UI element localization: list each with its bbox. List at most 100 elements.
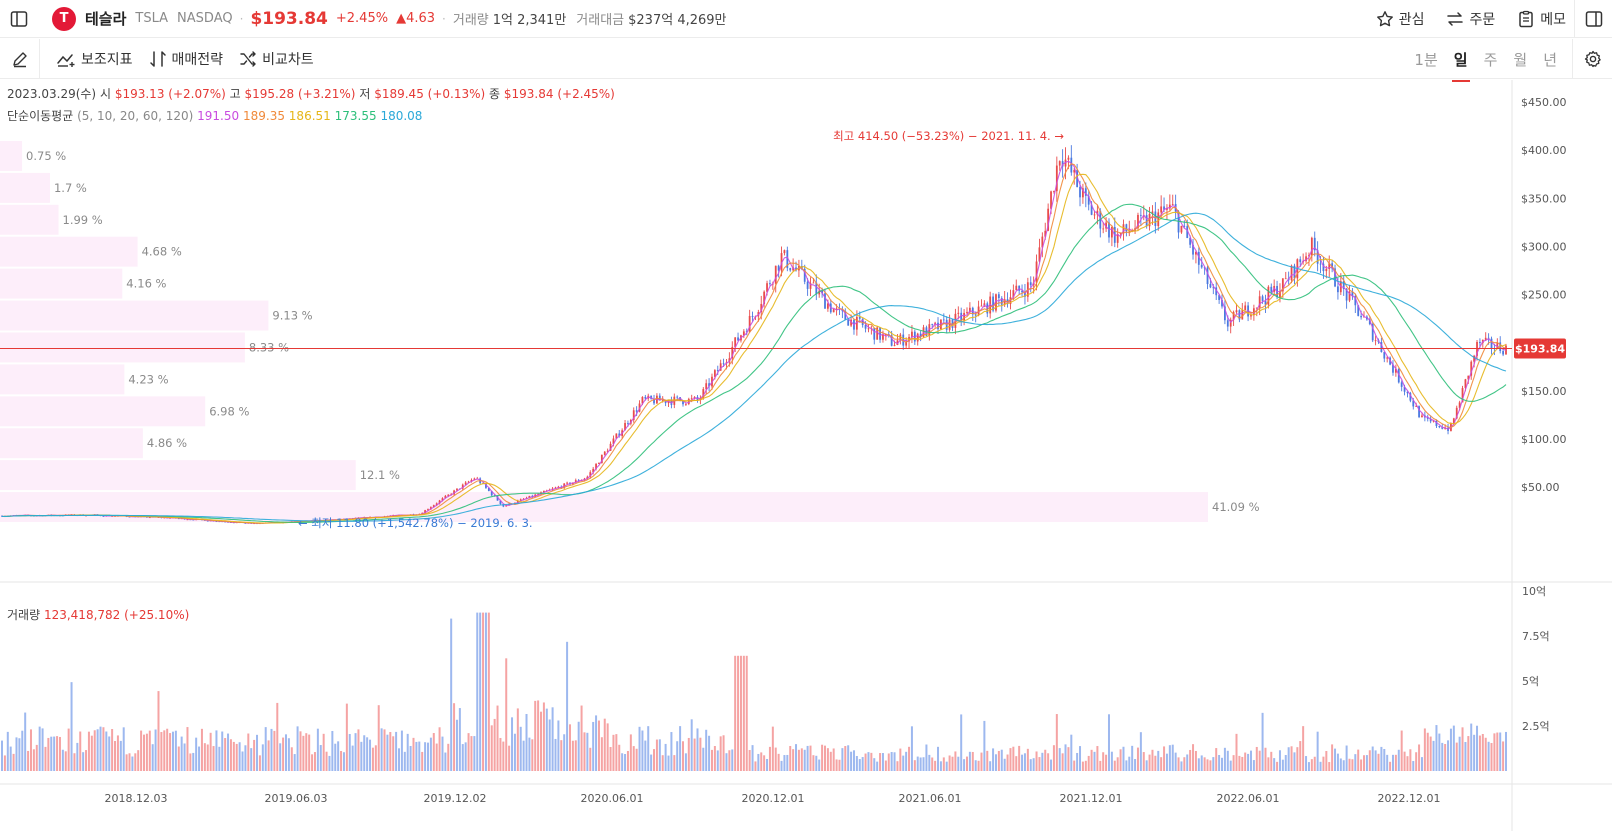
- candle-body: [867, 328, 870, 330]
- sidebar-toggle-icon[interactable]: [0, 0, 38, 38]
- y-axis-tick-label: $250.00: [1521, 289, 1567, 302]
- period-week[interactable]: 주: [1483, 50, 1498, 69]
- volume-bar: [1136, 747, 1139, 771]
- candle-body: [456, 488, 458, 491]
- volume-bar: [1189, 749, 1192, 771]
- candle-body: [1383, 352, 1386, 359]
- candle-body: [1371, 324, 1374, 341]
- candle-body: [528, 495, 531, 499]
- candle-body: [1137, 214, 1139, 229]
- settings-gear-icon[interactable]: [1572, 39, 1612, 79]
- candle-body: [1197, 251, 1200, 265]
- candle-body: [992, 296, 994, 311]
- volume-bar: [1035, 751, 1038, 771]
- volume-bar: [1490, 742, 1493, 771]
- volume-bar: [1505, 731, 1507, 771]
- volume-bar: [35, 744, 38, 771]
- volume-bar: [1119, 749, 1122, 771]
- order-button[interactable]: 주문: [1446, 9, 1495, 29]
- volume-bar: [151, 744, 154, 771]
- volume-bar: [615, 734, 618, 771]
- volume-bar: [224, 738, 227, 771]
- stock-name: 테슬라: [85, 10, 127, 28]
- strategy-button[interactable]: 매매전략: [149, 49, 223, 69]
- x-axis-tick-label: 2020.06.01: [581, 792, 644, 805]
- candle-body: [598, 463, 600, 464]
- volume-bar: [1218, 754, 1221, 771]
- volume-bar: [1113, 760, 1116, 771]
- drawing-pen-icon[interactable]: [0, 38, 40, 79]
- volume-bar: [1018, 745, 1021, 771]
- volume-bar: [1302, 726, 1305, 771]
- indicators-button[interactable]: 보조지표: [56, 49, 133, 69]
- candle-body: [447, 494, 450, 496]
- period-month[interactable]: 월: [1513, 50, 1528, 69]
- volume-bar: [948, 755, 951, 771]
- candle-body: [818, 290, 821, 295]
- volume-bar: [1163, 746, 1166, 771]
- max-price-annotation: 최고 414.50 (−53.23%) − 2021. 11. 4. →: [833, 129, 1064, 143]
- candle-body: [1418, 406, 1420, 418]
- volume-bar: [1276, 761, 1279, 771]
- volume-bar: [163, 730, 166, 771]
- volume-bar: [302, 735, 305, 771]
- volume-bar: [1415, 752, 1418, 771]
- profile-bar: [0, 268, 123, 299]
- volume-bar: [395, 731, 398, 771]
- volume-bar: [1099, 760, 1102, 771]
- volume-bar: [3, 755, 6, 771]
- candle-body: [855, 316, 858, 330]
- volume-bar: [1102, 752, 1105, 771]
- volume-bar: [1493, 733, 1496, 771]
- shuffle-icon: [240, 50, 256, 67]
- volume-bar: [641, 730, 644, 771]
- volume-bar: [73, 753, 76, 771]
- volume-bar: [786, 754, 789, 771]
- compare-button[interactable]: 비교차트: [239, 49, 314, 69]
- volume-bar: [345, 703, 348, 771]
- volume-bar: [1426, 732, 1429, 771]
- candle-body: [1467, 375, 1470, 380]
- volume-bar: [424, 742, 427, 771]
- candle-body: [957, 312, 960, 314]
- candle-body: [1250, 315, 1252, 317]
- volume-bar: [319, 745, 322, 771]
- candle-body: [1351, 291, 1354, 297]
- volume-bar: [1050, 759, 1053, 771]
- candle-body: [1090, 204, 1093, 215]
- volume-bar: [890, 752, 893, 771]
- candle-body: [148, 517, 151, 519]
- volume-bar: [1496, 732, 1499, 771]
- volume-bar: [342, 752, 345, 771]
- volume-bar: [705, 729, 708, 771]
- volume-bar: [134, 753, 137, 771]
- candle-body: [1221, 299, 1223, 307]
- volume-bar: [1015, 756, 1018, 771]
- volume-bar: [1386, 754, 1389, 771]
- candle-body: [1218, 295, 1221, 300]
- volume-bar: [577, 721, 580, 771]
- watch-button[interactable]: 관심: [1376, 9, 1424, 29]
- volume-bar: [1047, 753, 1050, 771]
- volume-bar: [780, 760, 783, 771]
- volume-bar: [1122, 746, 1125, 771]
- period-day[interactable]: 일: [1451, 50, 1470, 82]
- period-1min[interactable]: 1분: [1414, 50, 1438, 69]
- volume-bar: [774, 747, 777, 771]
- candle-body: [919, 333, 922, 337]
- right-panel-toggle-icon[interactable]: [1574, 0, 1612, 38]
- volume-bar: [229, 739, 232, 771]
- candle-body: [1003, 299, 1006, 305]
- period-year[interactable]: 년: [1543, 50, 1557, 69]
- candle-body: [537, 494, 540, 495]
- ma-legend[interactable]: 단순이동평균 (5, 10, 20, 60, 120) 191.50 189.3…: [7, 107, 422, 124]
- candle-body: [102, 516, 105, 517]
- price-chart[interactable]: $450.00 $400.00 $350.00 $300.00 $250.00 $150.…: [0, 80, 1612, 831]
- y-axis-tick-label: $300.00: [1521, 240, 1567, 253]
- candle-body: [1192, 244, 1194, 255]
- candle-body: [997, 294, 1000, 299]
- memo-button[interactable]: 메모: [1517, 9, 1566, 29]
- candle-body: [774, 265, 777, 284]
- volume-bar: [606, 723, 609, 771]
- volume-bar: [815, 755, 818, 771]
